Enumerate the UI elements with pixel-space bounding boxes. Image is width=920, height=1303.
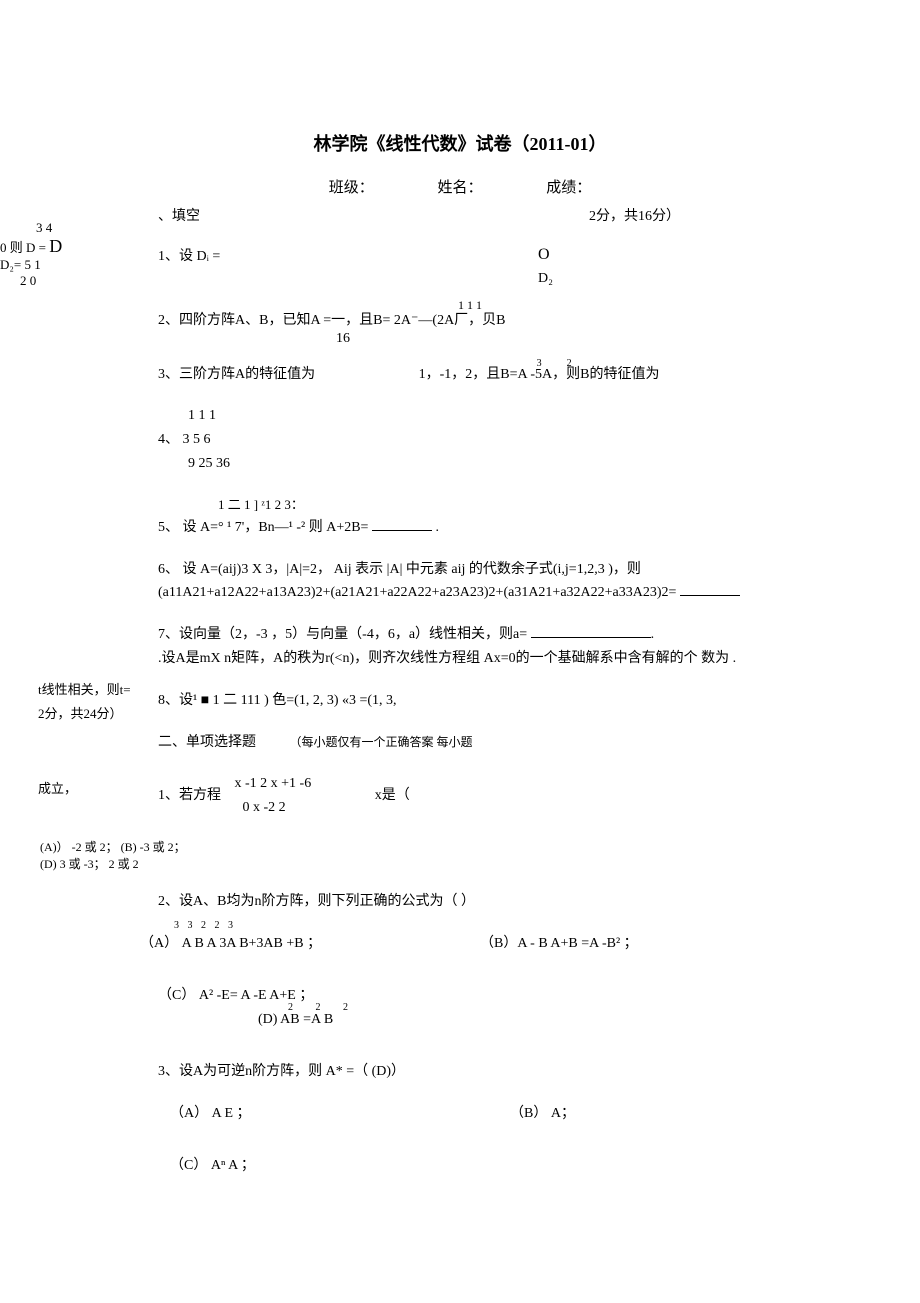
q6-line2: (a11A21+a12A22+a13A23)2+(a21A21+a22A22+a… — [158, 585, 676, 600]
q7-text: 7、设向量（2，-3 ，5）与向量（-4，6，a）线性相关，则a= — [158, 627, 527, 642]
q3-left: 3、三阶方阵A的特征值为 — [158, 367, 315, 382]
question-4: 1 1 1 4、 3 5 6 9 25 36 — [158, 404, 880, 475]
q2-below: 16 — [336, 327, 350, 351]
question-6: 6、 设 A=(aij)3 X 3，|A|=2， Aij 表示 |A| 中元素 … — [158, 558, 880, 606]
lf4-line2: (D) 3 或 -3； 2 或 2 — [40, 855, 880, 872]
mc3-optB: （B） A； — [510, 1102, 810, 1122]
q7-line1-wrap: 7、设向量（2，-3 ，5）与向量（-4，6，a）线性相关，则a= . — [158, 623, 880, 647]
mc3-optA: （A） A E ； — [170, 1102, 470, 1122]
q5-above: 1 二 1 ] ᶻ1 2 3： — [218, 494, 880, 516]
mc1-text: 1、若方程 — [158, 788, 221, 803]
q3-sup2: 2 — [567, 355, 572, 372]
question-2: 1 1 1 2、四阶方阵A、B，已知A =一，且B= 2A⁻—(2A厂，贝B 1… — [158, 309, 880, 333]
section2-note: （每小题仅有一个正确答案 每小题 — [290, 735, 473, 749]
left-fragment-2: t线性相关，则t= 2分，共24分） — [38, 681, 131, 723]
q7-blank — [531, 623, 651, 638]
mc1-r2: 0 x -2 2 — [243, 796, 312, 820]
section2-header: 二、单项选择题 （每小题仅有一个正确答案 每小题 — [158, 731, 880, 755]
q4-label: 4、 — [158, 432, 179, 447]
score-label: 成绩： — [546, 176, 591, 197]
class-label: 班级： — [329, 176, 374, 197]
mc-question-1: 成立， 1、若方程 x -1 2 x +1 -6 0 x -2 2 x是（ — [158, 772, 880, 820]
q4-row2: 3 5 6 — [183, 432, 211, 447]
q1-O: O — [538, 241, 550, 268]
mc2-options-row2: （C） A² -E= A -E A+E ； 2 2 2 (D) AB =A B — [158, 984, 880, 1036]
header-row: 班级： 姓名： 成绩： — [40, 176, 880, 197]
page-title: 林学院《线性代数》试卷（2011-01） — [40, 130, 880, 156]
section2-label: 二、单项选择题 — [158, 735, 256, 750]
q2-above: 1 1 1 — [458, 295, 482, 315]
q3-right-wrap: 3 2 1，-1，2，且B=A -5A，则B的特征值为 — [419, 367, 660, 382]
mc1-r1: x -1 2 x +1 -6 — [235, 772, 312, 796]
q4-row3: 9 25 36 — [188, 452, 880, 476]
question-5: 1 二 1 ] ᶻ1 2 3： 5、 设 A=° ¹ 7'，Bn—¹ -² 则 … — [158, 494, 880, 540]
lf1-line2: 0 则 D = D — [0, 236, 62, 257]
left-fragment-4: (A)） -2 或 2； (B) -3 或 2； (D) 3 或 -3； 2 或… — [40, 838, 880, 872]
q6-blank — [680, 581, 740, 596]
q5-text: 5、 设 A=° ¹ 7'，Bn—¹ -² 则 A+2B= — [158, 520, 368, 535]
mc-question-3: 3、设A为可逆n阶方阵，则 A* =（ (D)） — [158, 1060, 880, 1084]
lf2-line2: 2分，共24分） — [38, 705, 131, 723]
mc3-optC: （C） Aⁿ A ； — [170, 1154, 470, 1174]
q1-D2: D₂ — [538, 267, 553, 291]
q6-line1: 6、 设 A=(aij)3 X 3，|A|=2， Aij 表示 |A| 中元素 … — [158, 558, 880, 582]
d-symbol: D — [49, 236, 62, 256]
q1-text: 1、设 Dᵢ = — [158, 249, 220, 264]
mc2-optD: 2 2 2 (D) AB =A B — [258, 1012, 558, 1028]
q5-blank — [372, 516, 432, 531]
name-label: 姓名： — [437, 176, 482, 197]
mc1-tail: x是（ — [375, 788, 410, 803]
section1-points: 2分，共16分） — [589, 205, 680, 225]
lf3-line1: 成立， — [38, 780, 77, 798]
left-fragment-3: 成立， — [38, 780, 77, 798]
mc3-options-row2: （C） Aⁿ A ； — [170, 1154, 880, 1182]
q3-sup1: 3 — [537, 355, 542, 372]
question-7: 7、设向量（2，-3 ，5）与向量（-4，6，a）线性相关，则a= . .设A是… — [158, 623, 880, 671]
q5-period: . — [435, 520, 439, 535]
exam-page: 林学院《线性代数》试卷（2011-01） 班级： 姓名： 成绩： 、填空 2分，… — [0, 0, 920, 1266]
q4-row1: 1 1 1 — [188, 404, 880, 428]
left-fragment-1: 3 4 0 则 D = D D₂= 5 1 2 0 — [0, 220, 62, 289]
lf4-line1: (A)） -2 或 2； (B) -3 或 2； — [40, 838, 880, 855]
mc2-optC: （C） A² -E= A -E A+E ； — [158, 984, 458, 1004]
mc2-optA: 3 3 2 2 3 （A） A B A 3A B+3AB +B ； — [140, 932, 440, 952]
mc2-optB: （B）A - B A+B =A -B² ； — [480, 932, 780, 952]
mc2-options-row1: 3 3 2 2 3 （A） A B A 3A B+3AB +B ； （B）A -… — [140, 932, 880, 960]
lf1-line3: D₂= 5 1 — [0, 257, 62, 273]
q7-line2: .设A是mX n矩阵，A的秩为r(<n)，则齐次线性方程组 Ax=0的一个基础解… — [158, 647, 880, 671]
q4-row2-wrap: 4、 3 5 6 — [158, 428, 880, 452]
mc3-options-row1: （A） A E ； （B） A； — [170, 1102, 880, 1130]
q8-text: 8、设¹ ■ 1 二 111 ) 色=(1, 2, 3) «3 =(1, 3, — [158, 693, 397, 708]
mc2-optD-sup: 2 2 2 — [288, 1002, 358, 1013]
lf1-line1: 3 4 — [36, 220, 62, 236]
lf1-line4: 2 0 — [20, 273, 62, 289]
question-8: t线性相关，则t= 2分，共24分） 8、设¹ ■ 1 二 111 ) 色=(1… — [158, 689, 880, 713]
section1-label: 、填空 — [158, 205, 200, 225]
mc1-matrix: x -1 2 x +1 -6 0 x -2 2 — [235, 772, 312, 820]
mc-question-2: 2、设A、B均为n阶方阵，则下列正确的公式为（ ） — [158, 890, 880, 914]
q2-text: 2、四阶方阵A、B，已知A =一，且B= 2A⁻—(2A厂，贝B — [158, 313, 506, 328]
question-1: 1、设 Dᵢ = O D₂ — [158, 245, 880, 269]
section1-header: 、填空 2分，共16分） — [158, 205, 680, 225]
mc2-optA-sup: 3 3 2 2 3 — [174, 920, 236, 931]
question-3: 3、三阶方阵A的特征值为 3 2 1，-1，2，且B=A -5A，则B的特征值为 — [158, 363, 880, 387]
mc3-text: 3、设A为可逆n阶方阵，则 A* =（ (D)） — [158, 1060, 880, 1084]
q6-line2-wrap: (a11A21+a12A22+a13A23)2+(a21A21+a22A22+a… — [158, 581, 880, 605]
lf2-line1: t线性相关，则t= — [38, 681, 131, 699]
mc2-text: 2、设A、B均为n阶方阵，则下列正确的公式为（ ） — [158, 890, 880, 914]
